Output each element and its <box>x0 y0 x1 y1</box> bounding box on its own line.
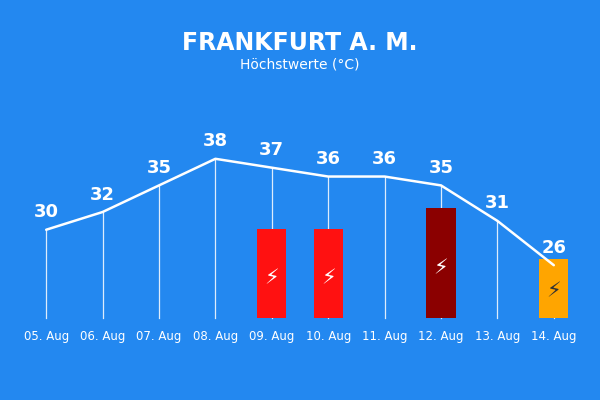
Text: FRANKFURT A. M.: FRANKFURT A. M. <box>182 31 418 55</box>
Bar <box>314 229 343 318</box>
Bar <box>427 208 455 318</box>
Text: 26: 26 <box>541 239 566 257</box>
Text: 06. Aug: 06. Aug <box>80 330 125 342</box>
Text: 37: 37 <box>259 141 284 159</box>
Text: 10. Aug: 10. Aug <box>305 330 351 342</box>
Text: ⚡: ⚡ <box>265 268 279 288</box>
Text: 05. Aug: 05. Aug <box>23 330 69 342</box>
Text: 14. Aug: 14. Aug <box>531 330 577 342</box>
Text: ⚡: ⚡ <box>321 268 335 288</box>
Text: 38: 38 <box>203 132 228 150</box>
Text: 36: 36 <box>372 150 397 168</box>
Text: ⚡: ⚡ <box>434 259 448 279</box>
Text: 12. Aug: 12. Aug <box>418 330 464 342</box>
Text: 36: 36 <box>316 150 341 168</box>
Text: Höchstwerte (°C): Höchstwerte (°C) <box>240 58 360 72</box>
Bar <box>257 229 286 318</box>
Text: 30: 30 <box>34 203 59 221</box>
Text: 08. Aug: 08. Aug <box>193 330 238 342</box>
Text: 07. Aug: 07. Aug <box>136 330 182 342</box>
Text: 09. Aug: 09. Aug <box>249 330 295 342</box>
Text: 35: 35 <box>428 159 454 177</box>
Text: ⚡: ⚡ <box>547 282 561 302</box>
Text: 11. Aug: 11. Aug <box>362 330 407 342</box>
Text: 35: 35 <box>146 159 172 177</box>
Bar <box>539 259 568 318</box>
Text: 32: 32 <box>90 186 115 204</box>
Text: 13. Aug: 13. Aug <box>475 330 520 342</box>
Text: 31: 31 <box>485 194 510 212</box>
